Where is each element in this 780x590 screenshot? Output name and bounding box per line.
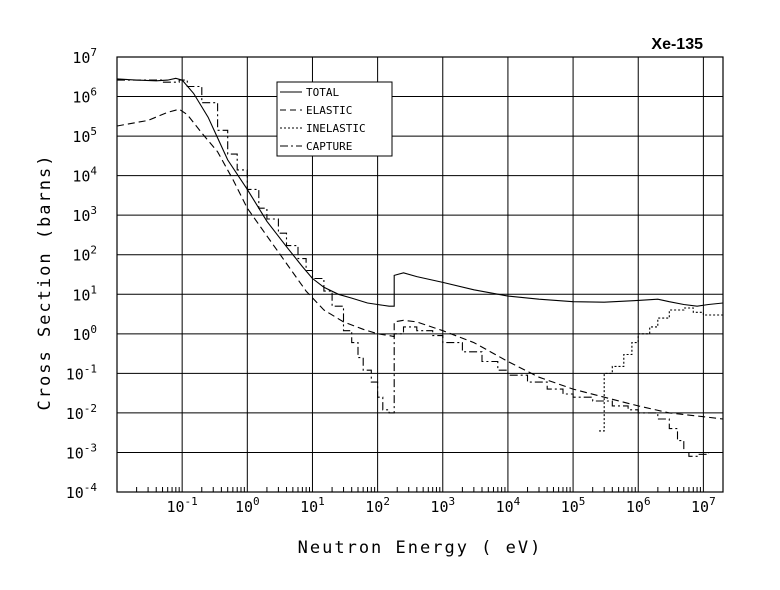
legend-label-capture: CAPTURE bbox=[306, 140, 352, 153]
legend-box bbox=[276, 81, 393, 157]
chart-title: Xe-135 bbox=[651, 36, 703, 53]
legend-label-elastic: ELASTIC bbox=[306, 104, 352, 117]
x-tick-label: 103 bbox=[430, 495, 455, 516]
y-tick-label: 10-1 bbox=[66, 362, 97, 383]
x-tick-label: 100 bbox=[235, 495, 260, 516]
x-tick-label: 104 bbox=[496, 495, 521, 516]
x-tick-label: 10-1 bbox=[166, 495, 197, 516]
series-capture bbox=[117, 79, 723, 457]
grid bbox=[117, 56, 723, 493]
y-tick-label: 103 bbox=[72, 204, 97, 225]
y-axis-ticks: 10-4 10-3 10-2 10-1 100 101 102 103 104 105 106 107 bbox=[66, 46, 98, 502]
y-tick-label: 101 bbox=[72, 283, 97, 304]
y-tick-label: 107 bbox=[72, 46, 97, 67]
x-tick-label: 102 bbox=[365, 495, 390, 516]
y-tick-label: 106 bbox=[72, 86, 97, 107]
x-tick-label: 107 bbox=[691, 495, 716, 516]
series-elastic bbox=[117, 108, 723, 420]
x-tick-label: 101 bbox=[300, 495, 325, 516]
x-axis-label: Neutron Energy ( eV) bbox=[298, 538, 543, 558]
y-tick-label: 10-2 bbox=[66, 402, 97, 423]
y-tick-label: 100 bbox=[72, 323, 97, 344]
legend: TOTAL ELASTIC INELASTIC CAPTURE bbox=[276, 81, 393, 157]
y-tick-label: 102 bbox=[72, 244, 97, 265]
y-tick-label: 104 bbox=[72, 165, 97, 186]
series-inelastic bbox=[599, 307, 723, 432]
x-axis-ticks: 10-1 100 101 102 103 104 105 106 107 bbox=[166, 495, 715, 516]
legend-label-total: TOTAL bbox=[306, 86, 339, 99]
y-tick-label: 105 bbox=[72, 125, 97, 146]
series-layer bbox=[117, 77, 723, 457]
plot-area bbox=[116, 56, 724, 493]
x-tick-label: 106 bbox=[626, 495, 651, 516]
legend-label-inelastic: INELASTIC bbox=[306, 122, 366, 135]
x-tick-label: 105 bbox=[561, 495, 586, 516]
y-tick-label: 10-3 bbox=[66, 441, 97, 462]
series-total bbox=[117, 77, 723, 307]
y-tick-label: 10-4 bbox=[66, 481, 98, 502]
y-axis-label: Cross Section (barns) bbox=[35, 154, 55, 411]
